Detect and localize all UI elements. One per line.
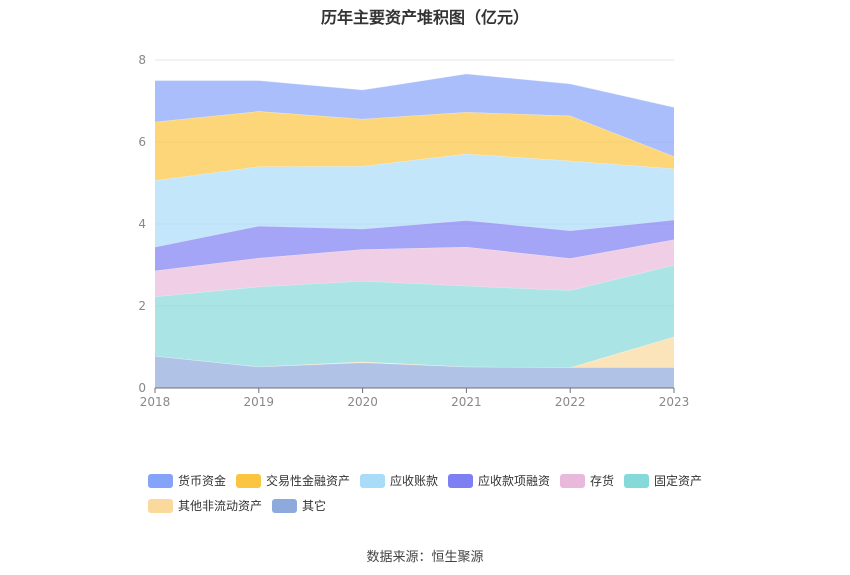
area-series	[154, 73, 675, 388]
area-其他非流动资产[interactable]	[155, 336, 674, 368]
legend-swatch	[360, 473, 385, 488]
legend-swatch	[272, 498, 297, 513]
legend-swatch	[148, 473, 173, 488]
axes: 0 2 4 6 8 2018 2019 2020 2021 2022 2023	[138, 53, 689, 409]
legend-label: 存货	[590, 474, 615, 488]
area-应收账款[interactable]	[155, 153, 674, 247]
area-其它[interactable]	[155, 356, 674, 388]
legend-swatch	[448, 473, 473, 488]
x-tick-label: 2018	[140, 395, 171, 409]
legend-label: 应收款项融资	[478, 474, 551, 488]
legend-item[interactable]: 其他非流动资产	[148, 497, 262, 514]
legend-swatch	[560, 473, 585, 488]
x-tick-label: 2019	[244, 395, 275, 409]
legend-label: 其他非流动资产	[178, 499, 263, 513]
legend-swatch	[148, 498, 173, 513]
x-tick-label: 2023	[659, 395, 690, 409]
y-tick-label: 0	[138, 381, 146, 395]
y-tick-label: 8	[138, 53, 146, 67]
y-tick-label: 6	[138, 135, 146, 149]
area-存货[interactable]	[155, 239, 674, 297]
legend-item[interactable]: 其它	[272, 497, 326, 514]
source-note: 数据来源：恒生聚源	[366, 550, 484, 565]
legend-item[interactable]: 货币资金	[148, 472, 226, 489]
y-tick-label: 2	[138, 299, 146, 313]
legend-item[interactable]: 存货	[560, 472, 614, 489]
legend-label: 应收账款	[390, 474, 439, 488]
legend-swatch	[236, 473, 261, 488]
x-tick-label: 2020	[347, 395, 378, 409]
area-固定资产[interactable]	[155, 265, 674, 368]
legend-item[interactable]: 交易性金融资产	[236, 472, 350, 489]
chart-title: 历年主要资产堆积图（亿元）	[320, 8, 529, 27]
legend-item[interactable]: 固定资产	[624, 472, 702, 489]
area-交易性金融资产[interactable]	[155, 111, 674, 181]
x-tick-label: 2021	[451, 395, 482, 409]
legend-label: 货币资金	[178, 474, 227, 488]
legend-item[interactable]: 应收账款	[360, 472, 438, 489]
legend-label: 交易性金融资产	[266, 474, 351, 488]
area-edge-货币资金	[155, 73, 675, 108]
y-tick-label: 4	[138, 217, 146, 231]
area-应收款项融资[interactable]	[155, 219, 674, 271]
legend-label: 固定资产	[654, 474, 703, 488]
x-tick-label: 2022	[555, 395, 586, 409]
area-edge-应收账款	[154, 153, 675, 181]
legend-item[interactable]: 应收款项融资	[448, 472, 550, 489]
legend-swatch	[624, 473, 649, 488]
stacked-area-chart: 0 2 4 6 8 2018 2019 2020 2021 2022 2023	[138, 53, 689, 409]
area-货币资金[interactable]	[155, 73, 674, 157]
legend-label: 其它	[302, 499, 327, 513]
